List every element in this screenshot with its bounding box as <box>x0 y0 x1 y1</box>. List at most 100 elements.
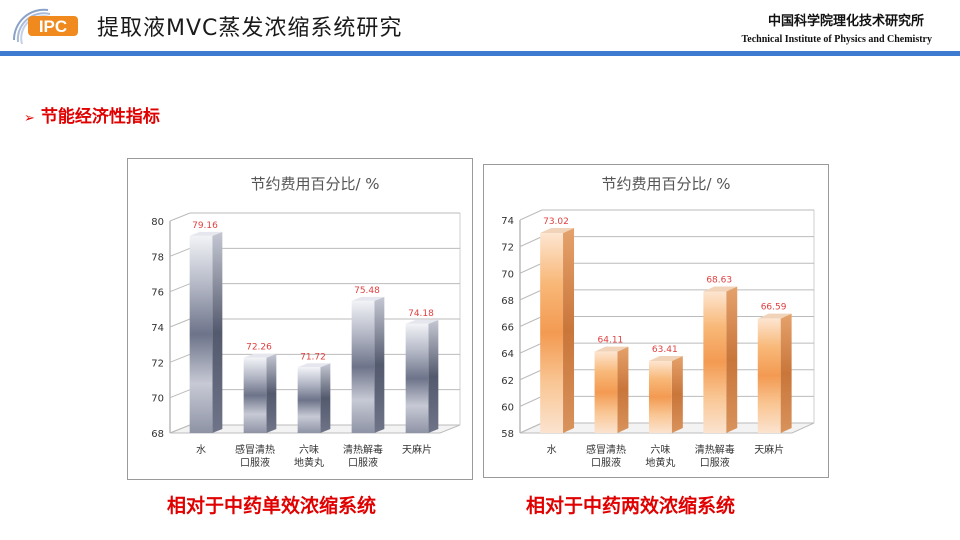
chart-single-effect: 节约费用百分比/ % 68 70 72 74 76 78 80 79.16 水 72.26 感冒清热口… <box>127 158 473 480</box>
bar-top <box>189 231 223 236</box>
bar <box>297 367 321 433</box>
bar-top <box>405 319 439 324</box>
bar <box>703 291 727 433</box>
header-bar: IPC 提取液MVC蒸发浓缩系统研究 中国科学院理化技术研究所 Technica… <box>0 0 960 52</box>
bar-side <box>563 228 575 433</box>
y-tick-label: 74 <box>501 216 514 227</box>
bar-top <box>757 313 792 319</box>
bar-top <box>243 353 277 358</box>
bar-top <box>297 363 331 368</box>
x-tick-label: 六味地黄丸 <box>294 444 324 469</box>
x-tick-label: 感冒清热口服液 <box>586 443 626 469</box>
chart-double-effect: 节约费用百分比/ % 58 60 62 64 66 68 70 72 74 73.02 水 64.11 感… <box>483 164 829 478</box>
y-tick-label: 70 <box>501 269 514 280</box>
bar <box>405 323 429 433</box>
data-label: 75.48 <box>354 286 380 296</box>
bar <box>594 351 618 433</box>
gridline-diag <box>519 395 543 407</box>
x-tick-label: 清热解毒口服液 <box>343 443 383 469</box>
x-tick-label: 水 <box>547 444 557 456</box>
bar-top <box>648 355 683 361</box>
bar-side <box>266 353 277 433</box>
y-tick-label: 80 <box>151 217 164 228</box>
page-title: 提取液MVC蒸发浓缩系统研究 <box>97 16 403 41</box>
gridline-diag <box>519 316 543 327</box>
y-tick-label: 78 <box>151 252 164 263</box>
data-label: 66.59 <box>761 303 787 313</box>
gridline-diag <box>169 424 191 434</box>
institute-name-cn: 中国科学院理化技术研究所 <box>767 14 924 29</box>
gridline-diag <box>169 389 191 399</box>
header-divider <box>0 51 960 56</box>
bar-top <box>351 296 385 301</box>
bar-side <box>212 231 223 433</box>
logo-text: IPC <box>39 17 67 36</box>
bar-top <box>594 346 629 352</box>
data-label: 73.02 <box>543 217 569 227</box>
data-label: 63.41 <box>652 345 678 355</box>
data-label: 72.26 <box>246 343 272 353</box>
y-tick-label: 58 <box>501 429 514 440</box>
bar-top <box>703 286 738 292</box>
gridline-diag <box>519 209 543 221</box>
gridline-diag <box>519 262 543 274</box>
gridline-diag <box>169 318 191 328</box>
ipc-logo: IPC <box>12 8 78 45</box>
caption-double-effect: 相对于中药两效浓缩系统 <box>526 495 736 517</box>
gridline-diag <box>169 247 191 257</box>
bar-side <box>320 363 331 433</box>
chart-canvas: 节约费用百分比/ % 58 60 62 64 66 68 70 72 74 73.02 水 64.11 感… <box>501 175 815 469</box>
bar <box>757 318 781 433</box>
bar <box>189 235 213 433</box>
gridline-diag <box>169 353 191 363</box>
institute-name-en: Technical Institute of Physics and Chemi… <box>741 34 932 45</box>
x-tick-label: 清热解毒口服液 <box>695 443 735 469</box>
chart-canvas: 节约费用百分比/ % 68 70 72 74 76 78 80 79.16 水 72.26 感冒清热口… <box>151 175 461 469</box>
gridline-diag <box>519 236 543 248</box>
y-tick-label: 62 <box>501 376 514 387</box>
bar <box>351 300 375 433</box>
bar-side <box>617 346 629 433</box>
y-tick-label: 72 <box>151 358 164 369</box>
chart-title: 节约费用百分比/ % <box>601 175 730 193</box>
section-heading: ➢ 节能经济性指标 <box>24 102 160 127</box>
y-tick-label: 72 <box>501 243 514 254</box>
bar-side <box>428 319 439 433</box>
bar-side <box>374 296 385 433</box>
y-tick-label: 66 <box>501 323 514 334</box>
y-tick-label: 68 <box>151 429 164 440</box>
section-title: 节能经济性指标 <box>40 107 160 127</box>
gridline-diag <box>169 212 191 222</box>
bar-top <box>540 228 575 234</box>
y-tick-label: 74 <box>151 323 164 334</box>
gridline-diag <box>519 369 543 381</box>
arrow-bullet-icon: ➢ <box>24 111 35 126</box>
gridline-diag <box>519 342 543 354</box>
bar <box>243 357 267 433</box>
bar-side <box>726 286 738 433</box>
y-tick-label: 76 <box>151 288 164 299</box>
bar-side <box>780 313 792 433</box>
data-label: 74.18 <box>408 309 434 319</box>
caption-single-effect: 相对于中药单效浓缩系统 <box>167 495 377 517</box>
x-tick-label: 六味地黄丸 <box>645 444 675 469</box>
y-tick-label: 64 <box>501 349 514 360</box>
x-tick-label: 水 <box>196 444 206 456</box>
y-tick-label: 60 <box>501 402 514 413</box>
data-label: 68.63 <box>706 275 732 285</box>
gridline-diag <box>519 422 543 434</box>
bar <box>648 360 672 433</box>
y-tick-label: 70 <box>151 394 164 405</box>
data-label: 71.72 <box>300 352 326 362</box>
x-tick-label: 天麻片 <box>754 443 784 456</box>
gridline-diag <box>519 289 543 301</box>
bar-side <box>671 355 683 433</box>
x-tick-label: 感冒清热口服液 <box>235 443 275 469</box>
data-label: 79.16 <box>192 221 218 231</box>
bar <box>540 233 564 433</box>
chart-title: 节约费用百分比/ % <box>250 175 379 193</box>
x-tick-label: 天麻片 <box>402 443 432 456</box>
y-tick-label: 68 <box>501 296 514 307</box>
data-label: 64.11 <box>598 336 624 346</box>
gridline-diag <box>169 283 191 293</box>
